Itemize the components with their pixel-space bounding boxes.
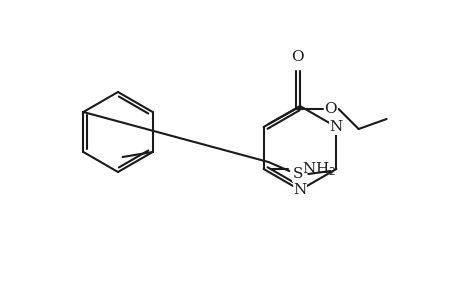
Text: N: N xyxy=(329,120,342,134)
Text: NH$_2$: NH$_2$ xyxy=(301,160,336,178)
Text: O: O xyxy=(324,102,336,116)
Text: N: N xyxy=(293,183,306,197)
Text: O: O xyxy=(291,50,303,64)
Text: S: S xyxy=(292,167,303,181)
